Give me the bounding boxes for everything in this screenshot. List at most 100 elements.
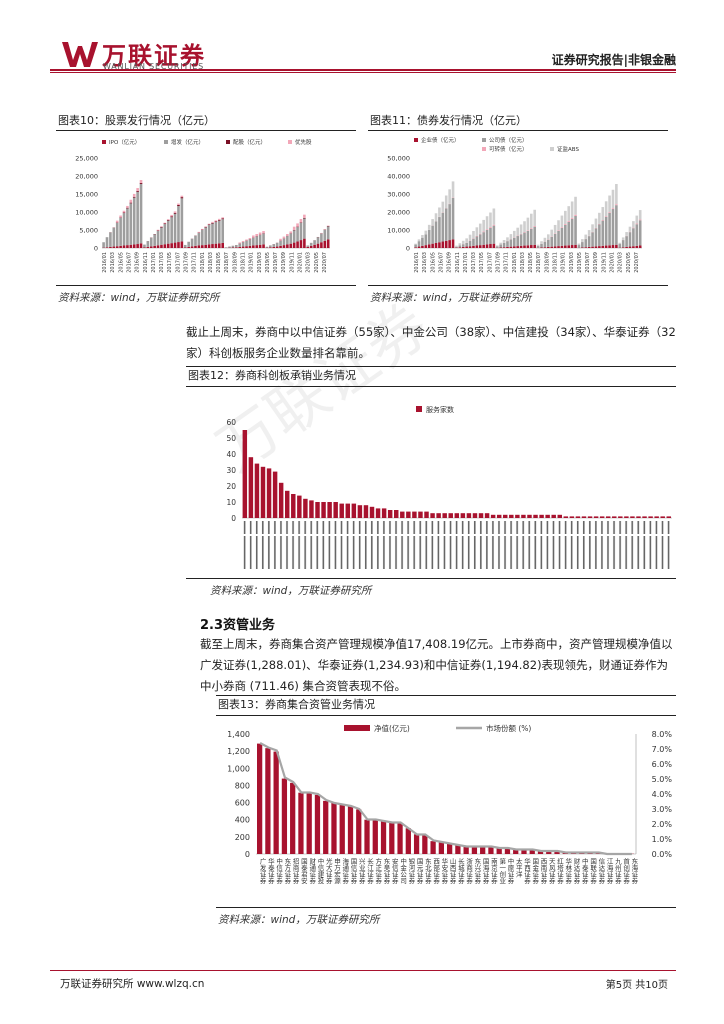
- bar-segment: [458, 245, 462, 248]
- bar-segment: [468, 234, 472, 241]
- bar-segment: [235, 245, 238, 248]
- x-tick-label: 2016/01: [414, 252, 420, 273]
- bar-segment: [560, 227, 564, 246]
- bar-segment: [218, 243, 221, 248]
- bar-segment: [129, 203, 133, 245]
- legend-swatch: [102, 140, 106, 144]
- bar-segment: [211, 222, 214, 224]
- bar-segment: [238, 242, 242, 244]
- legend-swatch: [416, 406, 422, 412]
- x-category-label: 信达证券: [597, 857, 605, 886]
- bar-segment: [272, 244, 276, 247]
- bar-segment: [523, 232, 526, 233]
- bar: [375, 508, 381, 518]
- bar-segment: [177, 242, 180, 248]
- fig11-bond-issuance-chart: 企业债（亿元） 公司债（亿元）可转债（亿元） 证监ABS 50,000 40,000 30…: [387, 136, 642, 273]
- bar: [539, 514, 544, 518]
- bar-segment: [557, 220, 560, 231]
- y-tick-label: 1,000: [227, 764, 250, 773]
- bar-segment: [604, 216, 608, 246]
- bar: [587, 516, 593, 518]
- bar-segment: [431, 225, 434, 244]
- bar-segment: [451, 181, 455, 198]
- bar-segment: [211, 221, 214, 223]
- bar-segment: [485, 216, 489, 230]
- bar-segment: [139, 180, 143, 183]
- bar-segment: [468, 240, 472, 247]
- bar-segment: [115, 220, 119, 223]
- y-tick-label: 25,000: [75, 155, 98, 163]
- bar-segment: [218, 218, 221, 220]
- bar-segment: [567, 220, 571, 222]
- bar-segment: [269, 247, 272, 248]
- bar-segment: [139, 182, 143, 184]
- bar-segment: [272, 246, 276, 248]
- bar-segment: [547, 246, 550, 248]
- bar-segment: [166, 243, 170, 248]
- bar: [266, 468, 272, 518]
- fig12-source: 资料来源：wind，万联证券研究所: [210, 585, 372, 597]
- bar-segment: [519, 234, 523, 246]
- x-category-label: 招商证券: [291, 857, 299, 886]
- x-tick-label: 2019/05: [265, 252, 271, 273]
- bar-segment: [638, 219, 642, 221]
- bar-segment: [255, 233, 259, 237]
- bar: [363, 505, 369, 518]
- bar-segment: [173, 242, 177, 248]
- bar-segment: [533, 225, 537, 227]
- bar-segment: [207, 224, 211, 245]
- bar: [351, 503, 357, 518]
- bar-segment: [601, 220, 605, 221]
- bar-segment: [577, 245, 581, 248]
- x-tick-label: 2017/05: [479, 252, 485, 273]
- bar: [472, 513, 478, 518]
- legend-swatch: [288, 140, 292, 144]
- legend-label: 服务家数: [426, 405, 454, 414]
- bar: [430, 513, 435, 518]
- x-tick-label: 2018/03: [208, 252, 214, 273]
- x-tick-label: 2017/03: [471, 252, 477, 273]
- bar-segment: [587, 230, 591, 236]
- bar-segment: [455, 245, 458, 247]
- bar-segment: [180, 195, 184, 198]
- bar-segment: [540, 243, 543, 248]
- bar: [381, 508, 387, 518]
- bar-segment: [214, 220, 218, 222]
- bar-segment: [567, 221, 571, 246]
- bar-segment: [574, 196, 577, 215]
- bar: [331, 802, 337, 854]
- bar-segment: [587, 236, 591, 247]
- bar: [563, 516, 569, 518]
- bar-segment: [530, 245, 533, 248]
- bar-segment: [224, 247, 228, 248]
- bar-segment: [581, 239, 584, 242]
- bar-segment: [540, 241, 543, 244]
- bar-segment: [560, 245, 564, 248]
- bar: [260, 466, 266, 518]
- y-tick-label: 40: [226, 450, 236, 459]
- bar-segment: [434, 242, 438, 248]
- bar-segment: [170, 216, 173, 218]
- legend-label: 配股（亿元）: [233, 138, 266, 146]
- bar-segment: [615, 204, 618, 206]
- bar-segment: [638, 220, 642, 246]
- bar-segment: [567, 245, 571, 248]
- bar-segment: [136, 191, 139, 245]
- bar: [509, 514, 514, 518]
- bar-segment: [427, 230, 431, 245]
- bar: [455, 845, 461, 854]
- x-tick-label: 2017/07: [175, 252, 181, 273]
- bar-segment: [506, 246, 509, 248]
- x-category-label: 海通证券: [341, 857, 349, 886]
- bar-segment: [635, 224, 639, 246]
- bar-segment: [574, 244, 577, 248]
- bar: [575, 516, 581, 518]
- fig12-star-market-underwriting-chart: 服务家数 60 50 40 30 20 10 0: [226, 405, 672, 569]
- bar: [412, 511, 417, 518]
- x-tick-label: 2016/05: [118, 252, 124, 273]
- bar-segment: [207, 223, 211, 225]
- fig10-stock-issuance-chart: IPO（亿元） 增发（亿元） 配股（亿元） 优先股 25,000 20,000 15,000…: [75, 138, 330, 273]
- x-category-label: 东方证券: [283, 857, 291, 886]
- y-tick-label: 20,000: [75, 173, 98, 181]
- bar-segment: [126, 207, 129, 209]
